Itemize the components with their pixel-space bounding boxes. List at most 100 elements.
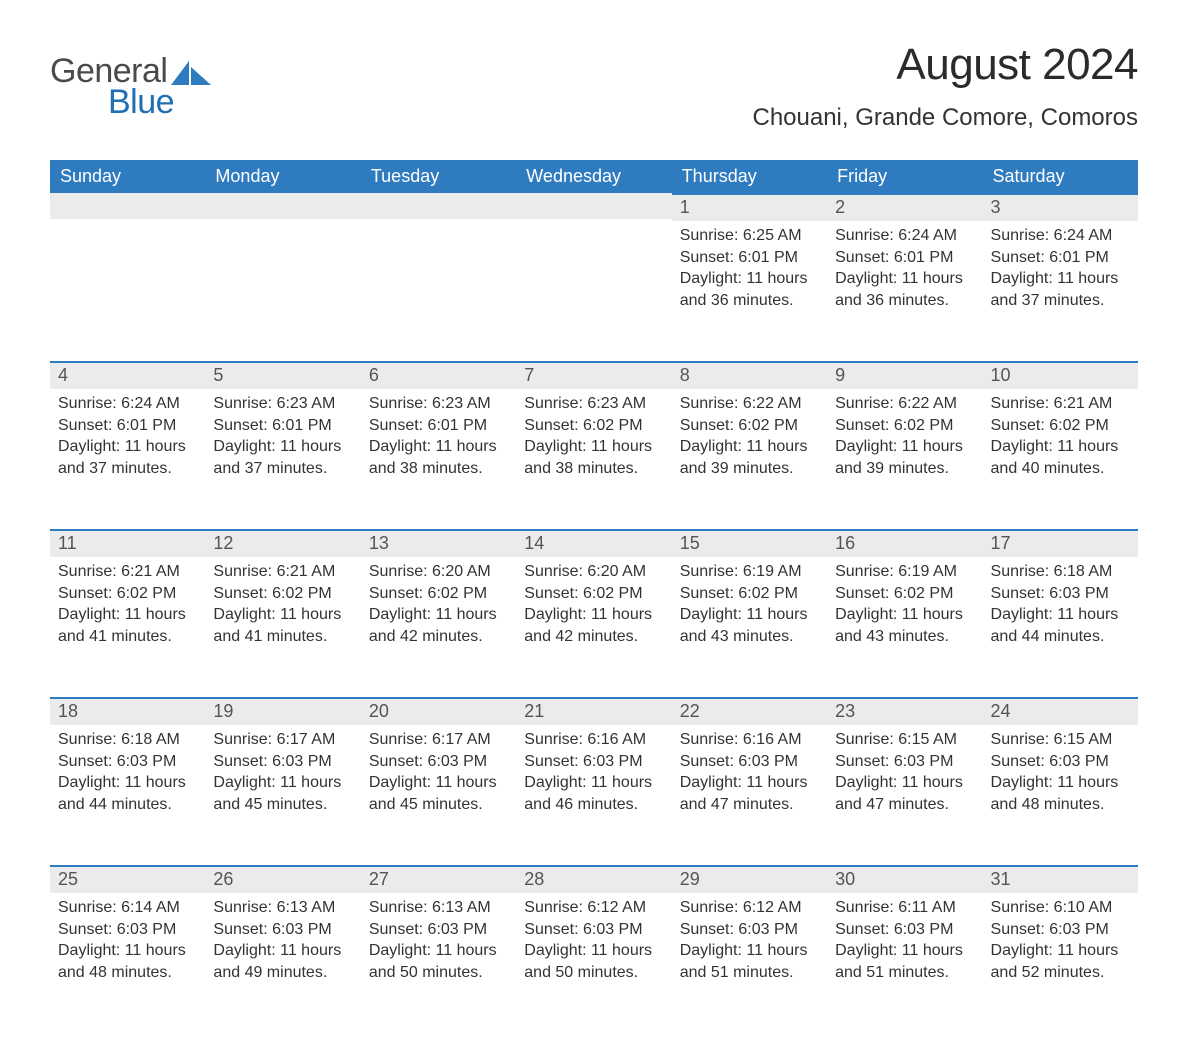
weekday-header: Monday [205, 160, 360, 193]
calendar-cell: 19Sunrise: 6:17 AMSunset: 6:03 PMDayligh… [205, 697, 360, 847]
calendar-cell: 22Sunrise: 6:16 AMSunset: 6:03 PMDayligh… [672, 697, 827, 847]
logo-word-blue: Blue [108, 87, 213, 118]
day-number: 24 [983, 699, 1138, 725]
calendar-cell: 24Sunrise: 6:15 AMSunset: 6:03 PMDayligh… [983, 697, 1138, 847]
calendar-cell: 16Sunrise: 6:19 AMSunset: 6:02 PMDayligh… [827, 529, 982, 679]
sunset-text: Sunset: 6:03 PM [369, 751, 508, 773]
day-content: Sunrise: 6:24 AMSunset: 6:01 PMDaylight:… [50, 389, 205, 487]
day-content: Sunrise: 6:18 AMSunset: 6:03 PMDaylight:… [983, 557, 1138, 655]
day-content: Sunrise: 6:23 AMSunset: 6:02 PMDaylight:… [516, 389, 671, 487]
calendar-cell: 18Sunrise: 6:18 AMSunset: 6:03 PMDayligh… [50, 697, 205, 847]
sunrise-text: Sunrise: 6:20 AM [524, 561, 663, 583]
day-wrap: 6Sunrise: 6:23 AMSunset: 6:01 PMDaylight… [361, 361, 516, 487]
sunrise-text: Sunrise: 6:12 AM [680, 897, 819, 919]
day-content: Sunrise: 6:19 AMSunset: 6:02 PMDaylight:… [827, 557, 982, 655]
day-wrap: 16Sunrise: 6:19 AMSunset: 6:02 PMDayligh… [827, 529, 982, 655]
calendar-cell: 5Sunrise: 6:23 AMSunset: 6:01 PMDaylight… [205, 361, 360, 511]
day-number: 2 [827, 195, 982, 221]
sunset-text: Sunset: 6:01 PM [835, 247, 974, 269]
daylight-text: Daylight: 11 hours and 36 minutes. [835, 268, 974, 311]
daylight-text: Daylight: 11 hours and 37 minutes. [213, 436, 352, 479]
day-wrap: 4Sunrise: 6:24 AMSunset: 6:01 PMDaylight… [50, 361, 205, 487]
logo: General Blue [50, 56, 213, 119]
day-wrap: 9Sunrise: 6:22 AMSunset: 6:02 PMDaylight… [827, 361, 982, 487]
day-content: Sunrise: 6:12 AMSunset: 6:03 PMDaylight:… [516, 893, 671, 991]
sunset-text: Sunset: 6:01 PM [991, 247, 1130, 269]
sunrise-text: Sunrise: 6:18 AM [991, 561, 1130, 583]
day-wrap: 27Sunrise: 6:13 AMSunset: 6:03 PMDayligh… [361, 865, 516, 991]
sunrise-text: Sunrise: 6:10 AM [991, 897, 1130, 919]
day-wrap: 30Sunrise: 6:11 AMSunset: 6:03 PMDayligh… [827, 865, 982, 991]
sunset-text: Sunset: 6:02 PM [58, 583, 197, 605]
day-content: Sunrise: 6:22 AMSunset: 6:02 PMDaylight:… [672, 389, 827, 487]
calendar-cell: 13Sunrise: 6:20 AMSunset: 6:02 PMDayligh… [361, 529, 516, 679]
day-number: 16 [827, 531, 982, 557]
day-content: Sunrise: 6:17 AMSunset: 6:03 PMDaylight:… [361, 725, 516, 823]
daylight-text: Daylight: 11 hours and 42 minutes. [369, 604, 508, 647]
calendar-cell: 31Sunrise: 6:10 AMSunset: 6:03 PMDayligh… [983, 865, 1138, 1015]
week-spacer [50, 511, 1138, 529]
calendar-cell: 11Sunrise: 6:21 AMSunset: 6:02 PMDayligh… [50, 529, 205, 679]
day-number: 28 [516, 867, 671, 893]
weekday-header: Tuesday [361, 160, 516, 193]
calendar-cell: 7Sunrise: 6:23 AMSunset: 6:02 PMDaylight… [516, 361, 671, 511]
daylight-text: Daylight: 11 hours and 47 minutes. [680, 772, 819, 815]
day-wrap: 3Sunrise: 6:24 AMSunset: 6:01 PMDaylight… [983, 193, 1138, 319]
day-wrap: 25Sunrise: 6:14 AMSunset: 6:03 PMDayligh… [50, 865, 205, 991]
day-content: Sunrise: 6:15 AMSunset: 6:03 PMDaylight:… [827, 725, 982, 823]
sunset-text: Sunset: 6:02 PM [680, 583, 819, 605]
sunset-text: Sunset: 6:02 PM [835, 415, 974, 437]
day-number: 10 [983, 363, 1138, 389]
sunrise-text: Sunrise: 6:18 AM [58, 729, 197, 751]
sunset-text: Sunset: 6:01 PM [58, 415, 197, 437]
day-wrap: 7Sunrise: 6:23 AMSunset: 6:02 PMDaylight… [516, 361, 671, 487]
sunrise-text: Sunrise: 6:21 AM [58, 561, 197, 583]
sunset-text: Sunset: 6:02 PM [369, 583, 508, 605]
day-content: Sunrise: 6:24 AMSunset: 6:01 PMDaylight:… [827, 221, 982, 319]
daylight-text: Daylight: 11 hours and 37 minutes. [58, 436, 197, 479]
day-wrap: 29Sunrise: 6:12 AMSunset: 6:03 PMDayligh… [672, 865, 827, 991]
sunrise-text: Sunrise: 6:14 AM [58, 897, 197, 919]
sunset-text: Sunset: 6:03 PM [524, 919, 663, 941]
day-content: Sunrise: 6:11 AMSunset: 6:03 PMDaylight:… [827, 893, 982, 991]
day-wrap: 2Sunrise: 6:24 AMSunset: 6:01 PMDaylight… [827, 193, 982, 319]
day-content: Sunrise: 6:21 AMSunset: 6:02 PMDaylight:… [50, 557, 205, 655]
day-wrap: 10Sunrise: 6:21 AMSunset: 6:02 PMDayligh… [983, 361, 1138, 487]
daylight-text: Daylight: 11 hours and 39 minutes. [680, 436, 819, 479]
sunset-text: Sunset: 6:03 PM [991, 583, 1130, 605]
day-wrap: 13Sunrise: 6:20 AMSunset: 6:02 PMDayligh… [361, 529, 516, 655]
day-number: 27 [361, 867, 516, 893]
sunrise-text: Sunrise: 6:17 AM [369, 729, 508, 751]
sunset-text: Sunset: 6:03 PM [213, 919, 352, 941]
day-wrap: 19Sunrise: 6:17 AMSunset: 6:03 PMDayligh… [205, 697, 360, 823]
day-content: Sunrise: 6:25 AMSunset: 6:01 PMDaylight:… [672, 221, 827, 319]
sunset-text: Sunset: 6:02 PM [991, 415, 1130, 437]
sunrise-text: Sunrise: 6:11 AM [835, 897, 974, 919]
day-number: 20 [361, 699, 516, 725]
day-wrap: 31Sunrise: 6:10 AMSunset: 6:03 PMDayligh… [983, 865, 1138, 991]
calendar-cell: 15Sunrise: 6:19 AMSunset: 6:02 PMDayligh… [672, 529, 827, 679]
day-wrap: 28Sunrise: 6:12 AMSunset: 6:03 PMDayligh… [516, 865, 671, 991]
day-number: 7 [516, 363, 671, 389]
logo-text: General Blue [50, 56, 213, 119]
sunrise-text: Sunrise: 6:15 AM [991, 729, 1130, 751]
location: Chouani, Grande Comore, Comoros [752, 104, 1138, 132]
calendar-header: SundayMondayTuesdayWednesdayThursdayFrid… [50, 160, 1138, 193]
calendar-cell: 29Sunrise: 6:12 AMSunset: 6:03 PMDayligh… [672, 865, 827, 1015]
day-number: 11 [50, 531, 205, 557]
day-wrap: 11Sunrise: 6:21 AMSunset: 6:02 PMDayligh… [50, 529, 205, 655]
daylight-text: Daylight: 11 hours and 41 minutes. [58, 604, 197, 647]
day-number: 5 [205, 363, 360, 389]
day-content: Sunrise: 6:18 AMSunset: 6:03 PMDaylight:… [50, 725, 205, 823]
calendar-cell [205, 193, 360, 343]
titles: August 2024 Chouani, Grande Comore, Como… [752, 40, 1138, 132]
calendar-cell [361, 193, 516, 343]
day-number: 12 [205, 531, 360, 557]
daylight-text: Daylight: 11 hours and 38 minutes. [524, 436, 663, 479]
sunset-text: Sunset: 6:03 PM [991, 919, 1130, 941]
day-wrap: 23Sunrise: 6:15 AMSunset: 6:03 PMDayligh… [827, 697, 982, 823]
day-wrap: 20Sunrise: 6:17 AMSunset: 6:03 PMDayligh… [361, 697, 516, 823]
daylight-text: Daylight: 11 hours and 52 minutes. [991, 940, 1130, 983]
sunset-text: Sunset: 6:03 PM [369, 919, 508, 941]
day-number: 23 [827, 699, 982, 725]
